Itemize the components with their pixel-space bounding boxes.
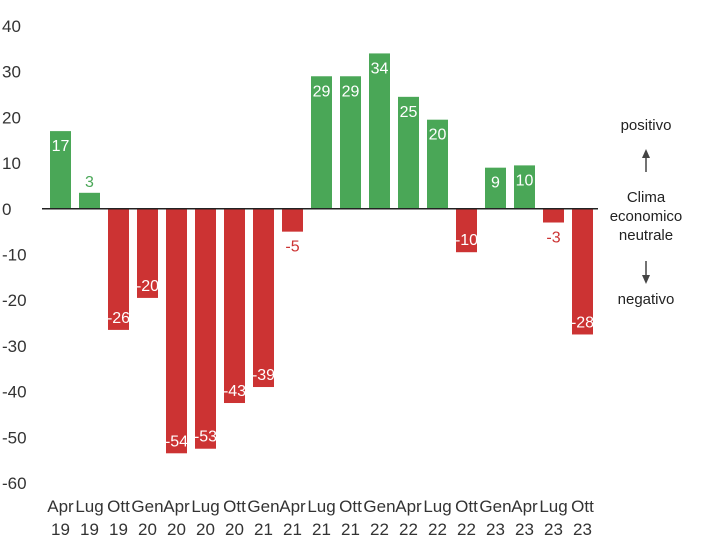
bar <box>572 208 593 335</box>
x-tick-label: 20 <box>138 520 157 539</box>
x-tick-label: 20 <box>196 520 215 539</box>
annotation-neutral: neutrale <box>619 227 673 244</box>
x-tick-label: 21 <box>312 520 331 539</box>
x-tick-label: 19 <box>80 520 99 539</box>
x-tick-label: Gen <box>131 497 163 516</box>
x-tick-label: 22 <box>428 520 447 539</box>
y-tick-label: -20 <box>2 291 27 310</box>
bar <box>456 208 477 253</box>
bar <box>195 208 216 449</box>
data-label: -26 <box>107 310 130 327</box>
y-tick-label: -10 <box>2 246 27 265</box>
x-tick-label: Gen <box>363 497 395 516</box>
x-tick-label: Apr <box>47 497 74 516</box>
data-label: 29 <box>342 83 360 100</box>
x-tick-label: Lug <box>307 497 335 516</box>
x-tick-label: 23 <box>544 520 563 539</box>
x-tick-label: Lug <box>75 497 103 516</box>
arrow-up-head-icon <box>642 149 650 158</box>
y-tick-label: -30 <box>2 337 27 356</box>
annotation-negative: negativo <box>618 291 675 308</box>
data-label: -39 <box>252 367 275 384</box>
annotation-positive: positivo <box>621 117 672 134</box>
x-tick-label: 23 <box>515 520 534 539</box>
data-label: 9 <box>491 175 500 192</box>
arrow-down-head-icon <box>642 275 650 284</box>
y-tick-label: 0 <box>2 200 11 219</box>
x-tick-label: Ott <box>571 497 594 516</box>
y-tick-label: -40 <box>2 383 27 402</box>
data-label: 34 <box>371 60 389 77</box>
x-tick-label: Apr <box>395 497 422 516</box>
x-tick-label: Gen <box>479 497 511 516</box>
x-tick-label: Ott <box>107 497 130 516</box>
x-tick-label: Lug <box>423 497 451 516</box>
x-tick-label: Ott <box>455 497 478 516</box>
data-label: 10 <box>516 172 534 189</box>
x-tick-label: 19 <box>109 520 128 539</box>
y-tick-label: 20 <box>2 108 21 127</box>
x-tick-label: Ott <box>339 497 362 516</box>
bar <box>224 208 245 404</box>
x-tick-label: Lug <box>539 497 567 516</box>
annotation-neutral: economico <box>610 208 683 225</box>
y-tick-label: -50 <box>2 428 27 447</box>
x-tick-label: 23 <box>486 520 505 539</box>
bar <box>166 208 187 454</box>
bar <box>108 208 129 330</box>
x-tick-label: 22 <box>457 520 476 539</box>
data-label: 29 <box>313 83 331 100</box>
y-tick-label: 10 <box>2 154 21 173</box>
data-label: -5 <box>285 239 299 256</box>
x-tick-label: Lug <box>191 497 219 516</box>
x-tick-label: 20 <box>167 520 186 539</box>
x-tick-label: 22 <box>370 520 389 539</box>
bar <box>398 96 419 209</box>
y-tick-label: 40 <box>2 17 21 36</box>
bar <box>514 165 535 209</box>
data-label: -28 <box>571 314 594 331</box>
x-tick-label: 20 <box>225 520 244 539</box>
bar <box>311 76 332 209</box>
bar <box>340 76 361 209</box>
annotation-neutral: Clima <box>627 189 666 206</box>
x-tick-label: 21 <box>341 520 360 539</box>
x-tick-label: Apr <box>511 497 538 516</box>
bar <box>427 119 448 209</box>
data-label: -20 <box>136 278 159 295</box>
bar <box>543 208 564 223</box>
x-tick-label: Ott <box>223 497 246 516</box>
x-tick-label: 21 <box>254 520 273 539</box>
x-tick-label: 23 <box>573 520 592 539</box>
bar <box>369 53 390 209</box>
x-tick-label: Apr <box>279 497 306 516</box>
y-tick-label: 30 <box>2 63 21 82</box>
data-label: -3 <box>546 230 560 247</box>
data-label: -10 <box>455 232 478 249</box>
data-label: -53 <box>194 429 217 446</box>
data-label: 20 <box>429 127 447 144</box>
data-label: -54 <box>165 433 188 450</box>
bar <box>253 208 274 388</box>
bar <box>79 192 100 209</box>
x-tick-label: 19 <box>51 520 70 539</box>
data-label: 17 <box>52 138 70 155</box>
data-label: 3 <box>85 174 94 191</box>
data-label: 25 <box>400 104 418 121</box>
bar <box>485 167 506 209</box>
bar <box>50 131 71 209</box>
bar <box>282 208 303 232</box>
x-tick-label: Gen <box>247 497 279 516</box>
y-tick-label: -60 <box>2 474 27 493</box>
x-tick-label: Apr <box>163 497 190 516</box>
x-tick-label: 22 <box>399 520 418 539</box>
data-label: -43 <box>223 383 246 400</box>
x-tick-label: 21 <box>283 520 302 539</box>
bar <box>137 208 158 298</box>
